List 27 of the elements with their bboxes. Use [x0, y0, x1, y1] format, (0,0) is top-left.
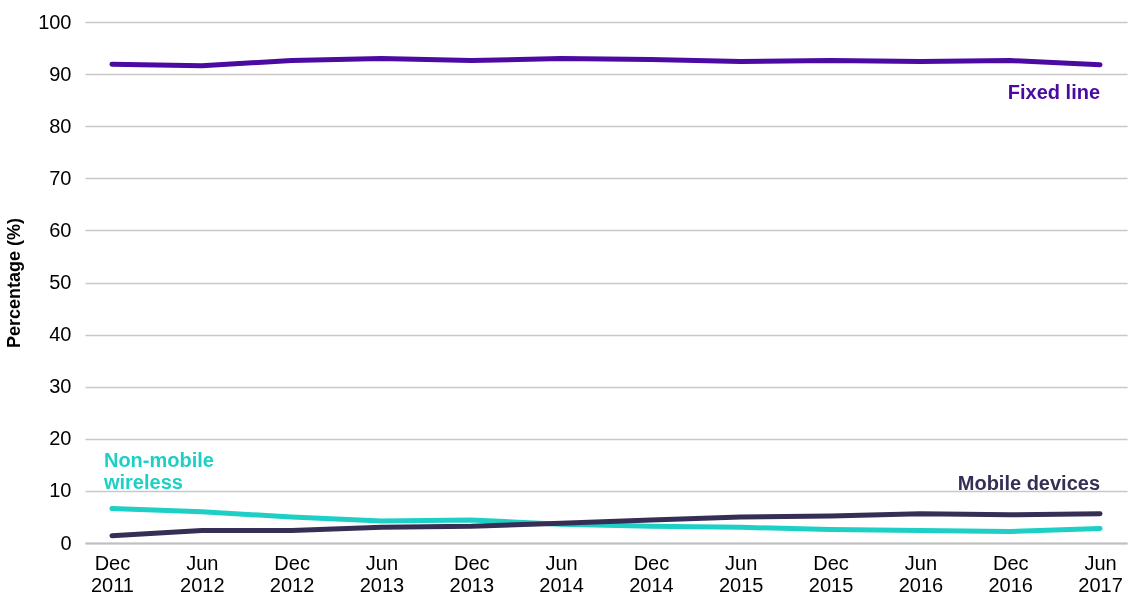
- x-tick-label: Dec 2013: [449, 551, 495, 596]
- y-tick-label: 20: [49, 427, 72, 450]
- series-label: Non-mobile wireless: [102, 448, 214, 493]
- x-tick-label: Dec 2012: [269, 551, 315, 596]
- y-tick-label: 10: [49, 479, 72, 502]
- x-tick-label: Jun 2017: [1078, 551, 1123, 596]
- y-axis-title: Percentage (%): [4, 217, 25, 349]
- x-tick-label: Dec 2011: [90, 551, 134, 596]
- x-tick-label: Jun 2015: [718, 551, 764, 596]
- x-tick-label: Jun 2012: [180, 551, 225, 596]
- x-tick-label: Dec 2016: [988, 551, 1033, 596]
- series-label: Fixed line: [1007, 80, 1101, 103]
- x-tick-label: Dec 2015: [808, 551, 854, 596]
- y-tick-label: 70: [49, 166, 72, 189]
- x-tick-label: Jun 2014: [539, 551, 584, 596]
- series-label: Mobile devices: [957, 471, 1101, 494]
- y-tick-label: 80: [49, 114, 72, 137]
- y-tick-label: 50: [49, 271, 72, 293]
- y-tick-label: 100: [38, 10, 72, 33]
- y-tick-label: 0: [60, 531, 72, 554]
- x-tick-label: Jun 2016: [898, 551, 944, 596]
- y-tick-label: 60: [49, 218, 72, 241]
- x-tick-label: Jun 2013: [359, 551, 405, 596]
- y-tick-label: 30: [49, 375, 72, 398]
- y-tick-label: 40: [49, 323, 72, 346]
- y-tick-label: 90: [49, 62, 72, 85]
- x-tick-label: Dec 2014: [629, 551, 674, 596]
